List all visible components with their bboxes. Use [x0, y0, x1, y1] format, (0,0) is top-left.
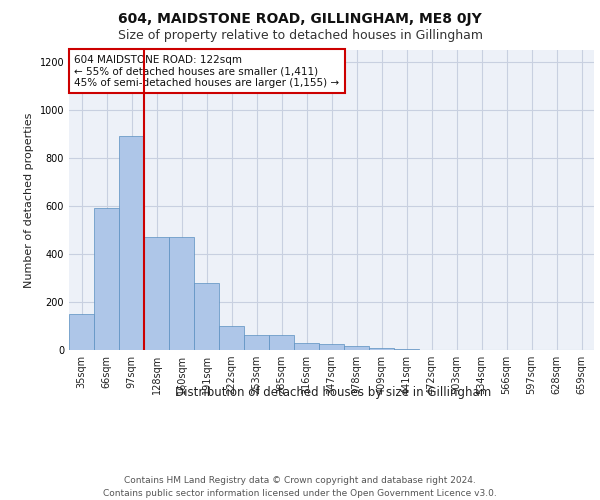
Bar	[394, 349, 419, 350]
Bar	[344, 346, 369, 350]
Bar	[319, 344, 344, 350]
Text: Size of property relative to detached houses in Gillingham: Size of property relative to detached ho…	[118, 29, 482, 42]
Text: Contains HM Land Registry data © Crown copyright and database right 2024.
Contai: Contains HM Land Registry data © Crown c…	[103, 476, 497, 498]
Bar	[69, 314, 94, 350]
Bar	[369, 348, 394, 350]
Text: Distribution of detached houses by size in Gillingham: Distribution of detached houses by size …	[175, 386, 491, 399]
Text: 604 MAIDSTONE ROAD: 122sqm
← 55% of detached houses are smaller (1,411)
45% of s: 604 MAIDSTONE ROAD: 122sqm ← 55% of deta…	[74, 54, 340, 88]
Bar	[169, 237, 194, 350]
Bar	[269, 335, 294, 350]
Bar	[219, 326, 244, 350]
Bar	[144, 237, 169, 350]
Y-axis label: Number of detached properties: Number of detached properties	[24, 112, 34, 288]
Bar	[244, 335, 269, 350]
Bar	[194, 283, 219, 350]
Bar	[94, 208, 119, 350]
Text: 604, MAIDSTONE ROAD, GILLINGHAM, ME8 0JY: 604, MAIDSTONE ROAD, GILLINGHAM, ME8 0JY	[118, 12, 482, 26]
Bar	[294, 343, 319, 350]
Bar	[119, 136, 144, 350]
